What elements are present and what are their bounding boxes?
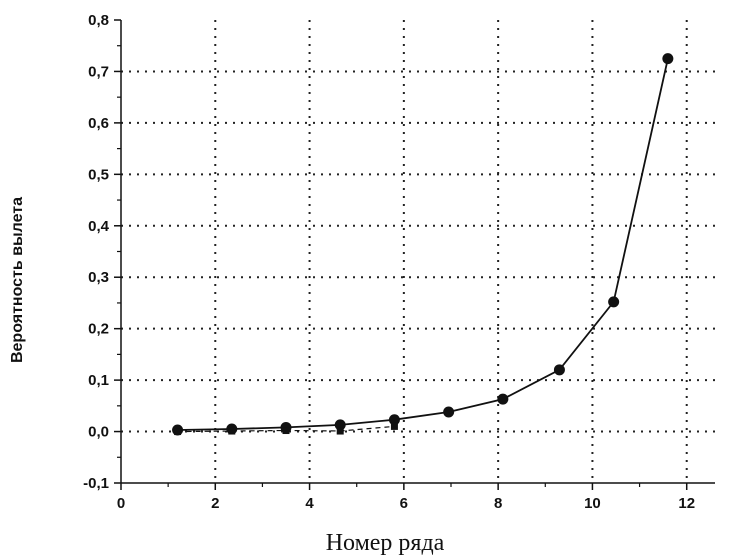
data-series: [172, 53, 674, 436]
y-tick-label: 0,5: [88, 166, 109, 183]
x-tick-label: 2: [211, 495, 219, 512]
axis-ticks: 0 2 4 6 8 10 12 -0,1 0,0 0,1 0,2 0,3 0,4 0,5 0,6 0,7 0,8: [83, 12, 695, 512]
y-tick-label: 0,4: [88, 218, 110, 235]
x-axis-title: Номер ряда: [326, 530, 445, 556]
y-tick-label: 0,2: [88, 321, 109, 338]
y-tick-label: 0,7: [88, 63, 109, 80]
data-point: [608, 296, 620, 308]
x-tick-label: 12: [678, 495, 695, 512]
x-tick-label: 6: [400, 495, 408, 512]
y-axis-title: Вероятность вылета: [9, 197, 26, 363]
data-point: [553, 364, 565, 376]
data-point-square: [390, 422, 398, 430]
x-tick-label: 0: [117, 495, 125, 512]
data-point-square: [174, 428, 182, 436]
axes: [120, 20, 715, 484]
x-tick-label: 8: [494, 495, 502, 512]
data-point-square: [282, 427, 290, 435]
data-point: [497, 393, 509, 405]
y-tick-label: 0,8: [88, 12, 109, 29]
grid-lines: [121, 20, 715, 483]
y-tick-label: 0,0: [88, 424, 109, 441]
series-line-1: [177, 58, 669, 431]
y-tick-label: 0,1: [88, 372, 109, 389]
y-tick-label: -0,1: [83, 475, 109, 492]
data-point-square: [336, 427, 344, 435]
data-point: [443, 406, 455, 418]
data-point: [388, 414, 400, 426]
y-tick-label: 0,3: [88, 269, 109, 286]
x-tick-label: 10: [584, 495, 601, 512]
data-point: [662, 53, 674, 65]
y-tick-label: 0,6: [88, 115, 109, 132]
x-tick-label: 4: [305, 495, 314, 512]
data-point-square: [228, 427, 236, 435]
